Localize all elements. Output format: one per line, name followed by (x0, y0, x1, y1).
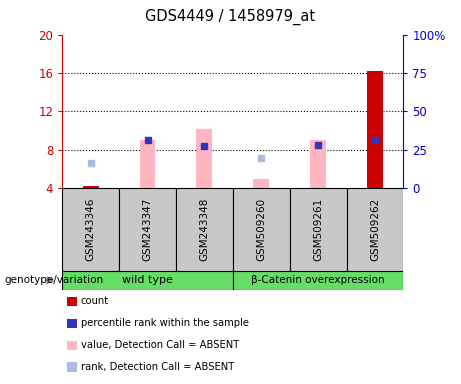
Text: β-Catenin overexpression: β-Catenin overexpression (251, 275, 385, 285)
Bar (83, 187, 99, 188)
Text: rank, Detection Call = ABSENT: rank, Detection Call = ABSENT (81, 362, 234, 372)
Bar (253, 179, 269, 188)
Bar (310, 140, 326, 188)
Text: value, Detection Call = ABSENT: value, Detection Call = ABSENT (81, 340, 239, 350)
Text: GSM509262: GSM509262 (370, 198, 380, 261)
Text: GSM509261: GSM509261 (313, 198, 323, 261)
Text: GSM509260: GSM509260 (256, 198, 266, 261)
Bar (176, 188, 233, 271)
Text: GSM243348: GSM243348 (199, 198, 209, 261)
Bar (290, 188, 347, 271)
Bar (62, 188, 119, 271)
Text: GSM243346: GSM243346 (86, 198, 96, 261)
Text: count: count (81, 296, 109, 306)
Text: GSM243347: GSM243347 (142, 198, 153, 261)
Bar (62, 271, 233, 290)
Text: wild type: wild type (122, 275, 173, 285)
Bar (119, 188, 176, 271)
Bar (367, 71, 383, 188)
Bar (233, 271, 403, 290)
Text: genotype/variation: genotype/variation (5, 275, 104, 285)
Bar (140, 140, 155, 188)
Text: GDS4449 / 1458979_at: GDS4449 / 1458979_at (145, 9, 316, 25)
Bar (233, 188, 290, 271)
Bar (347, 188, 403, 271)
Text: percentile rank within the sample: percentile rank within the sample (81, 318, 248, 328)
Bar (196, 129, 213, 188)
